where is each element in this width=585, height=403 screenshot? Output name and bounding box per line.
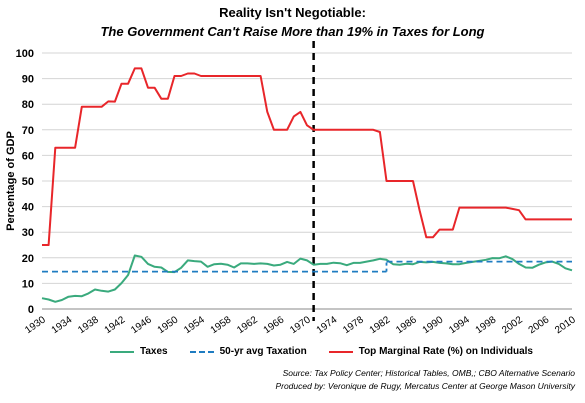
- x-tick-label-2002: 2002: [500, 314, 525, 336]
- legend-swatch-top-rate: [328, 350, 353, 353]
- legend-label-top-rate: Top Marginal Rate (%) on Individuals: [358, 346, 533, 357]
- y-tick-label-40: 40: [22, 202, 34, 214]
- legend-item-top-rate: Top Marginal Rate (%) on Individuals: [328, 346, 533, 357]
- chart-legend: Taxes 50-yr avg Taxation Top Marginal Ra…: [110, 346, 555, 357]
- x-tick-label-1946: 1946: [129, 314, 154, 336]
- y-tick-label-10: 10: [22, 278, 34, 290]
- y-tick-label-80: 80: [22, 99, 34, 111]
- x-tick-label-1938: 1938: [76, 314, 101, 336]
- x-tick-label-1954: 1954: [182, 314, 207, 336]
- legend-swatch-avg: [189, 350, 214, 353]
- x-tick-label-1970: 1970: [288, 314, 313, 336]
- x-tick-label-1966: 1966: [262, 314, 287, 336]
- x-tick-label-1974: 1974: [315, 314, 340, 336]
- x-tick-label-1978: 1978: [341, 314, 366, 336]
- y-axis-label: Percentage of GDP: [5, 131, 17, 231]
- x-tick-label-1986: 1986: [394, 314, 419, 336]
- series-line-top-marginal-rate: [42, 67, 572, 246]
- y-tick-label-70: 70: [22, 125, 34, 137]
- y-tick-label-0: 0: [28, 304, 34, 316]
- y-tick-label-50: 50: [22, 176, 34, 188]
- x-tick-label-1942: 1942: [103, 314, 128, 336]
- x-tick-label-1990: 1990: [421, 314, 446, 336]
- legend-item-taxes: Taxes: [110, 346, 168, 357]
- x-tick-label-1994: 1994: [447, 314, 472, 336]
- x-tick-label-2010: 2010: [553, 314, 578, 336]
- legend-swatch-taxes: [110, 350, 134, 353]
- x-tick-label-1962: 1962: [235, 314, 260, 336]
- legend-item-avg: 50-yr avg Taxation: [189, 346, 307, 357]
- x-tick-label-1934: 1934: [50, 314, 75, 336]
- y-tick-label-30: 30: [22, 227, 34, 239]
- legend-label-avg: 50-yr avg Taxation: [219, 346, 307, 357]
- legend-label-taxes: Taxes: [140, 346, 168, 357]
- y-tick-label-20: 20: [22, 253, 34, 265]
- y-tick-label-60: 60: [22, 150, 34, 162]
- x-tick-label-1982: 1982: [368, 314, 393, 336]
- chart-title: Reality Isn't Negotiable:: [219, 5, 366, 20]
- series-line-taxes: [41, 254, 573, 303]
- producer-note: Produced by: Veronique de Rugy, Mercatus…: [275, 381, 575, 391]
- y-tick-label-90: 90: [22, 74, 34, 86]
- source-note: Source: Tax Policy Center; Historical Ta…: [282, 368, 575, 378]
- x-tick-label-2006: 2006: [527, 314, 552, 336]
- y-tick-label-100: 100: [16, 48, 34, 60]
- chart-subtitle: The Government Can't Raise More than 19%…: [100, 24, 485, 39]
- x-tick-label-1930: 1930: [23, 314, 48, 336]
- x-tick-label-1950: 1950: [156, 314, 181, 336]
- x-tick-label-1998: 1998: [474, 314, 499, 336]
- x-tick-label-1958: 1958: [209, 314, 234, 336]
